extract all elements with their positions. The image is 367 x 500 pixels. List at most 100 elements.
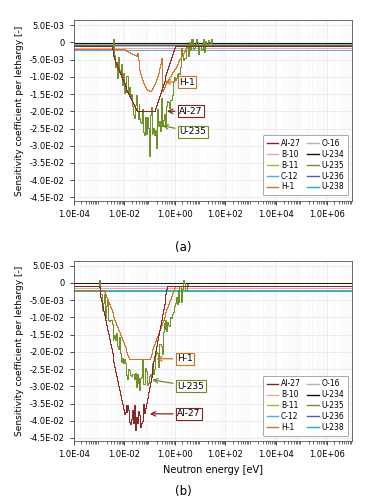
U-236 bbox=[197, 282, 202, 288]
H-1 bbox=[127, 356, 131, 362]
H-1 bbox=[350, 284, 354, 290]
O-16 bbox=[236, 284, 240, 290]
H-1 bbox=[146, 88, 151, 94]
Line: H-1: H-1 bbox=[73, 286, 352, 358]
H-1 bbox=[282, 284, 287, 290]
B-11 bbox=[197, 41, 202, 47]
B-10 bbox=[281, 44, 286, 51]
U-235 bbox=[144, 114, 148, 120]
H-1 bbox=[237, 284, 241, 290]
Al-27 bbox=[236, 43, 240, 49]
B-10 bbox=[197, 44, 202, 51]
U-238 bbox=[257, 288, 261, 294]
B-10 bbox=[281, 285, 286, 291]
C-12 bbox=[281, 287, 286, 293]
C-12 bbox=[236, 287, 240, 293]
B-11 bbox=[350, 287, 354, 293]
B-10 bbox=[143, 285, 147, 291]
C-12 bbox=[350, 287, 354, 293]
U-234 bbox=[350, 280, 354, 286]
B-10 bbox=[236, 44, 240, 51]
U-235 bbox=[282, 284, 287, 290]
U-236 bbox=[350, 42, 354, 48]
Al-27 bbox=[197, 284, 202, 290]
O-16 bbox=[121, 284, 125, 290]
H-1 bbox=[172, 284, 177, 290]
U-234 bbox=[236, 40, 240, 46]
U-234 bbox=[121, 280, 125, 286]
C-12 bbox=[257, 46, 261, 52]
X-axis label: Neutron energy [eV]: Neutron energy [eV] bbox=[163, 465, 263, 475]
B-11 bbox=[143, 41, 147, 47]
B-10 bbox=[121, 285, 125, 291]
U-235 bbox=[350, 43, 354, 49]
Line: Al-27: Al-27 bbox=[73, 286, 352, 430]
H-1 bbox=[71, 46, 76, 52]
U-236 bbox=[71, 282, 76, 288]
U-234 bbox=[143, 280, 147, 286]
H-1 bbox=[121, 46, 125, 52]
U-236 bbox=[236, 42, 240, 48]
U-238 bbox=[197, 47, 202, 53]
U-235 bbox=[146, 154, 151, 160]
Legend: Al-27, B-10, B-11, C-12, H-1, O-16, U-234, U-235, U-236, U-238: Al-27, B-10, B-11, C-12, H-1, O-16, U-23… bbox=[263, 135, 348, 195]
U-235 bbox=[199, 42, 203, 48]
Al-27 bbox=[281, 43, 286, 49]
C-12 bbox=[121, 46, 125, 52]
U-234 bbox=[281, 40, 286, 46]
Al-27 bbox=[144, 405, 148, 411]
Al-27 bbox=[71, 284, 76, 290]
C-12 bbox=[350, 46, 354, 52]
Al-27 bbox=[71, 43, 76, 49]
U-235 bbox=[258, 284, 262, 290]
U-238 bbox=[236, 47, 240, 53]
B-10 bbox=[257, 285, 261, 291]
U-236 bbox=[281, 282, 286, 288]
B-11 bbox=[143, 287, 147, 293]
Al-27 bbox=[258, 284, 262, 290]
U-238 bbox=[143, 288, 147, 294]
B-10 bbox=[71, 285, 76, 291]
O-16 bbox=[121, 43, 125, 49]
U-236 bbox=[143, 282, 147, 288]
Al-27 bbox=[236, 284, 240, 290]
H-1 bbox=[199, 284, 203, 290]
Al-27 bbox=[197, 43, 202, 49]
O-16 bbox=[281, 43, 286, 49]
B-11 bbox=[197, 287, 202, 293]
U-234 bbox=[257, 280, 261, 286]
H-1 bbox=[282, 43, 287, 49]
Line: U-235: U-235 bbox=[73, 280, 352, 390]
Legend: Al-27, B-10, B-11, C-12, H-1, O-16, U-234, U-235, U-236, U-238: Al-27, B-10, B-11, C-12, H-1, O-16, U-23… bbox=[263, 376, 348, 436]
U-238 bbox=[281, 288, 286, 294]
H-1 bbox=[237, 43, 241, 49]
U-238 bbox=[121, 288, 125, 294]
Text: Al-27: Al-27 bbox=[168, 107, 203, 116]
U-235 bbox=[144, 364, 148, 370]
U-236 bbox=[257, 282, 261, 288]
B-10 bbox=[350, 285, 354, 291]
Line: H-1: H-1 bbox=[73, 46, 352, 90]
O-16 bbox=[197, 284, 202, 290]
U-234 bbox=[257, 40, 261, 46]
C-12 bbox=[257, 287, 261, 293]
Al-27 bbox=[281, 284, 286, 290]
U-236 bbox=[71, 42, 76, 48]
H-1 bbox=[258, 43, 262, 49]
B-10 bbox=[257, 44, 261, 51]
C-12 bbox=[236, 46, 240, 52]
C-12 bbox=[197, 46, 202, 52]
U-238 bbox=[71, 47, 76, 53]
H-1 bbox=[258, 284, 262, 290]
C-12 bbox=[71, 46, 76, 52]
U-234 bbox=[197, 40, 202, 46]
H-1 bbox=[186, 43, 190, 49]
U-234 bbox=[71, 280, 76, 286]
C-12 bbox=[143, 46, 147, 52]
U-235 bbox=[199, 284, 203, 290]
Text: H-1: H-1 bbox=[166, 78, 195, 86]
O-16 bbox=[281, 284, 286, 290]
U-234 bbox=[236, 280, 240, 286]
Y-axis label: Sensitivity coefficient per lethargy [-]: Sensitivity coefficient per lethargy [-] bbox=[15, 266, 24, 436]
B-11 bbox=[281, 41, 286, 47]
